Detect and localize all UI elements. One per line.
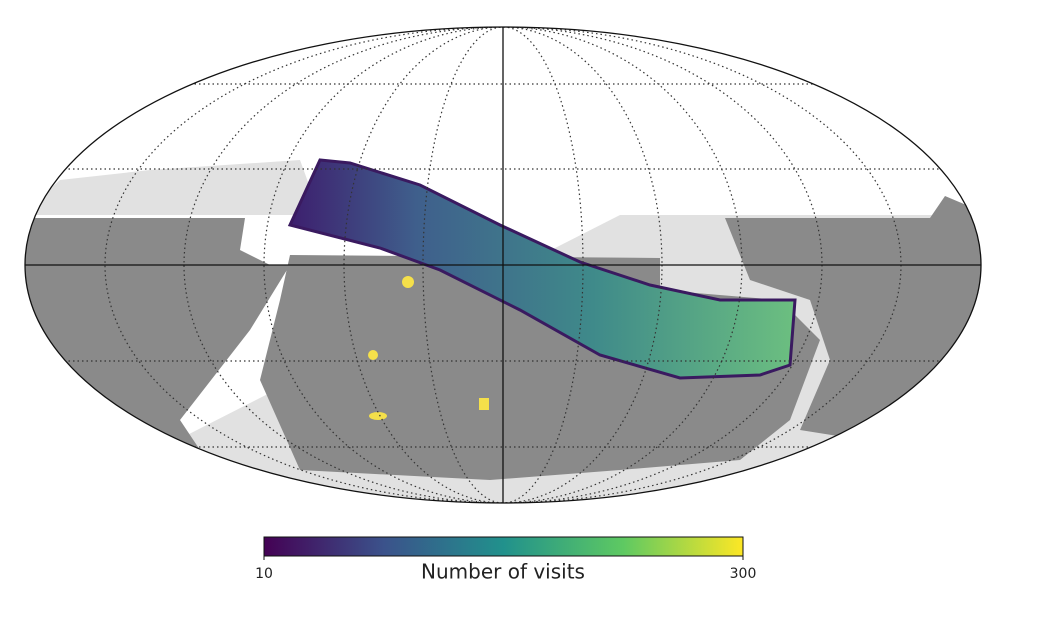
colorbar — [263, 536, 744, 557]
map-border — [24, 26, 982, 504]
colorbar-tick-label: 300 — [730, 566, 757, 582]
colorbar-tick-label: 10 — [255, 566, 273, 582]
graticule — [25, 27, 981, 503]
colorbar-label: Number of visits — [421, 560, 585, 584]
